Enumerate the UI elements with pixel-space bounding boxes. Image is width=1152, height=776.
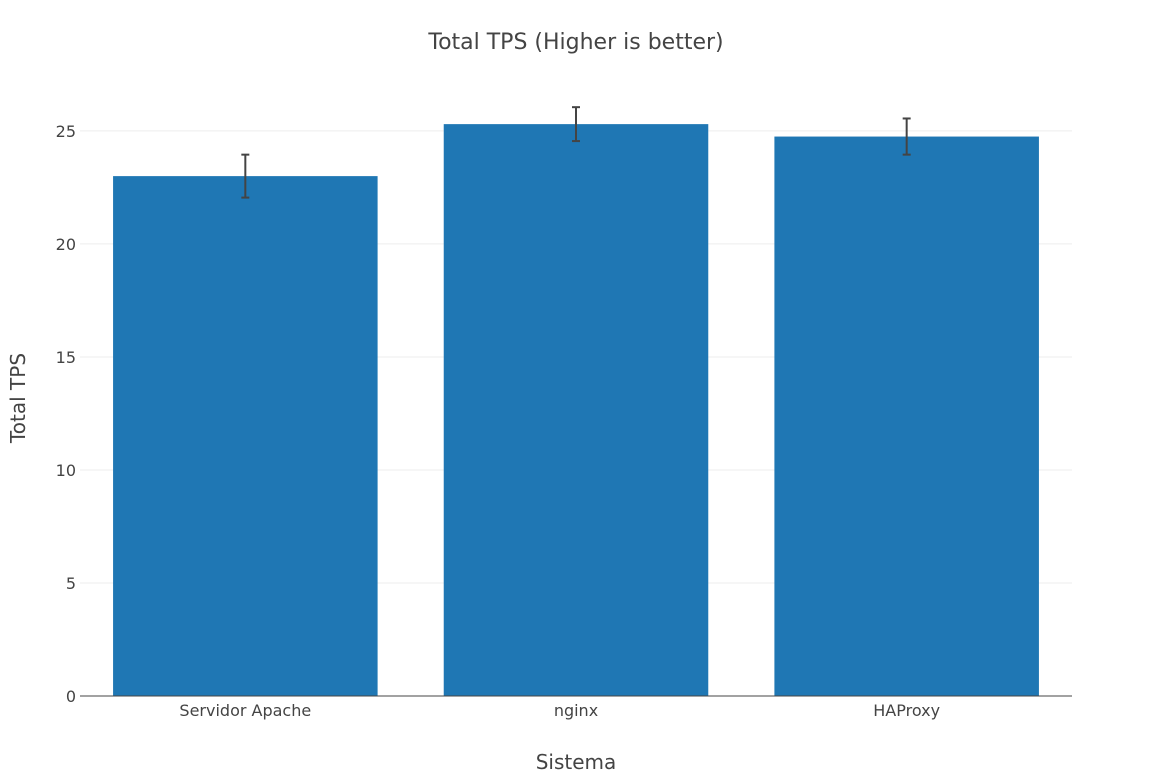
bar — [774, 136, 1039, 696]
bar — [443, 124, 709, 697]
x-tick-label: nginx — [554, 701, 598, 720]
y-tick-label: 0 — [66, 687, 76, 706]
y-tick-label: 15 — [56, 348, 76, 367]
error-bar — [902, 117, 911, 156]
x-tick-label: HAProxy — [873, 701, 940, 720]
y-tick-label: 25 — [56, 122, 76, 141]
y-tick-label: 10 — [56, 461, 76, 480]
error-bar — [241, 153, 250, 199]
x-tick-label: Servidor Apache — [179, 701, 311, 720]
y-tick-label: 20 — [56, 235, 76, 254]
bars — [113, 124, 1039, 697]
x-axis-ticks: Servidor Apache nginx HAProxy — [179, 701, 940, 720]
y-axis-ticks: 0 5 10 15 20 25 — [56, 122, 76, 706]
error-bars — [241, 106, 911, 199]
y-tick-label: 5 — [66, 574, 76, 593]
y-axis-title: Total TPS — [6, 353, 30, 444]
x-axis-title: Sistema — [536, 750, 617, 774]
chart-title: Total TPS (Higher is better) — [427, 30, 723, 55]
bar — [113, 176, 378, 696]
error-bar — [572, 106, 580, 143]
